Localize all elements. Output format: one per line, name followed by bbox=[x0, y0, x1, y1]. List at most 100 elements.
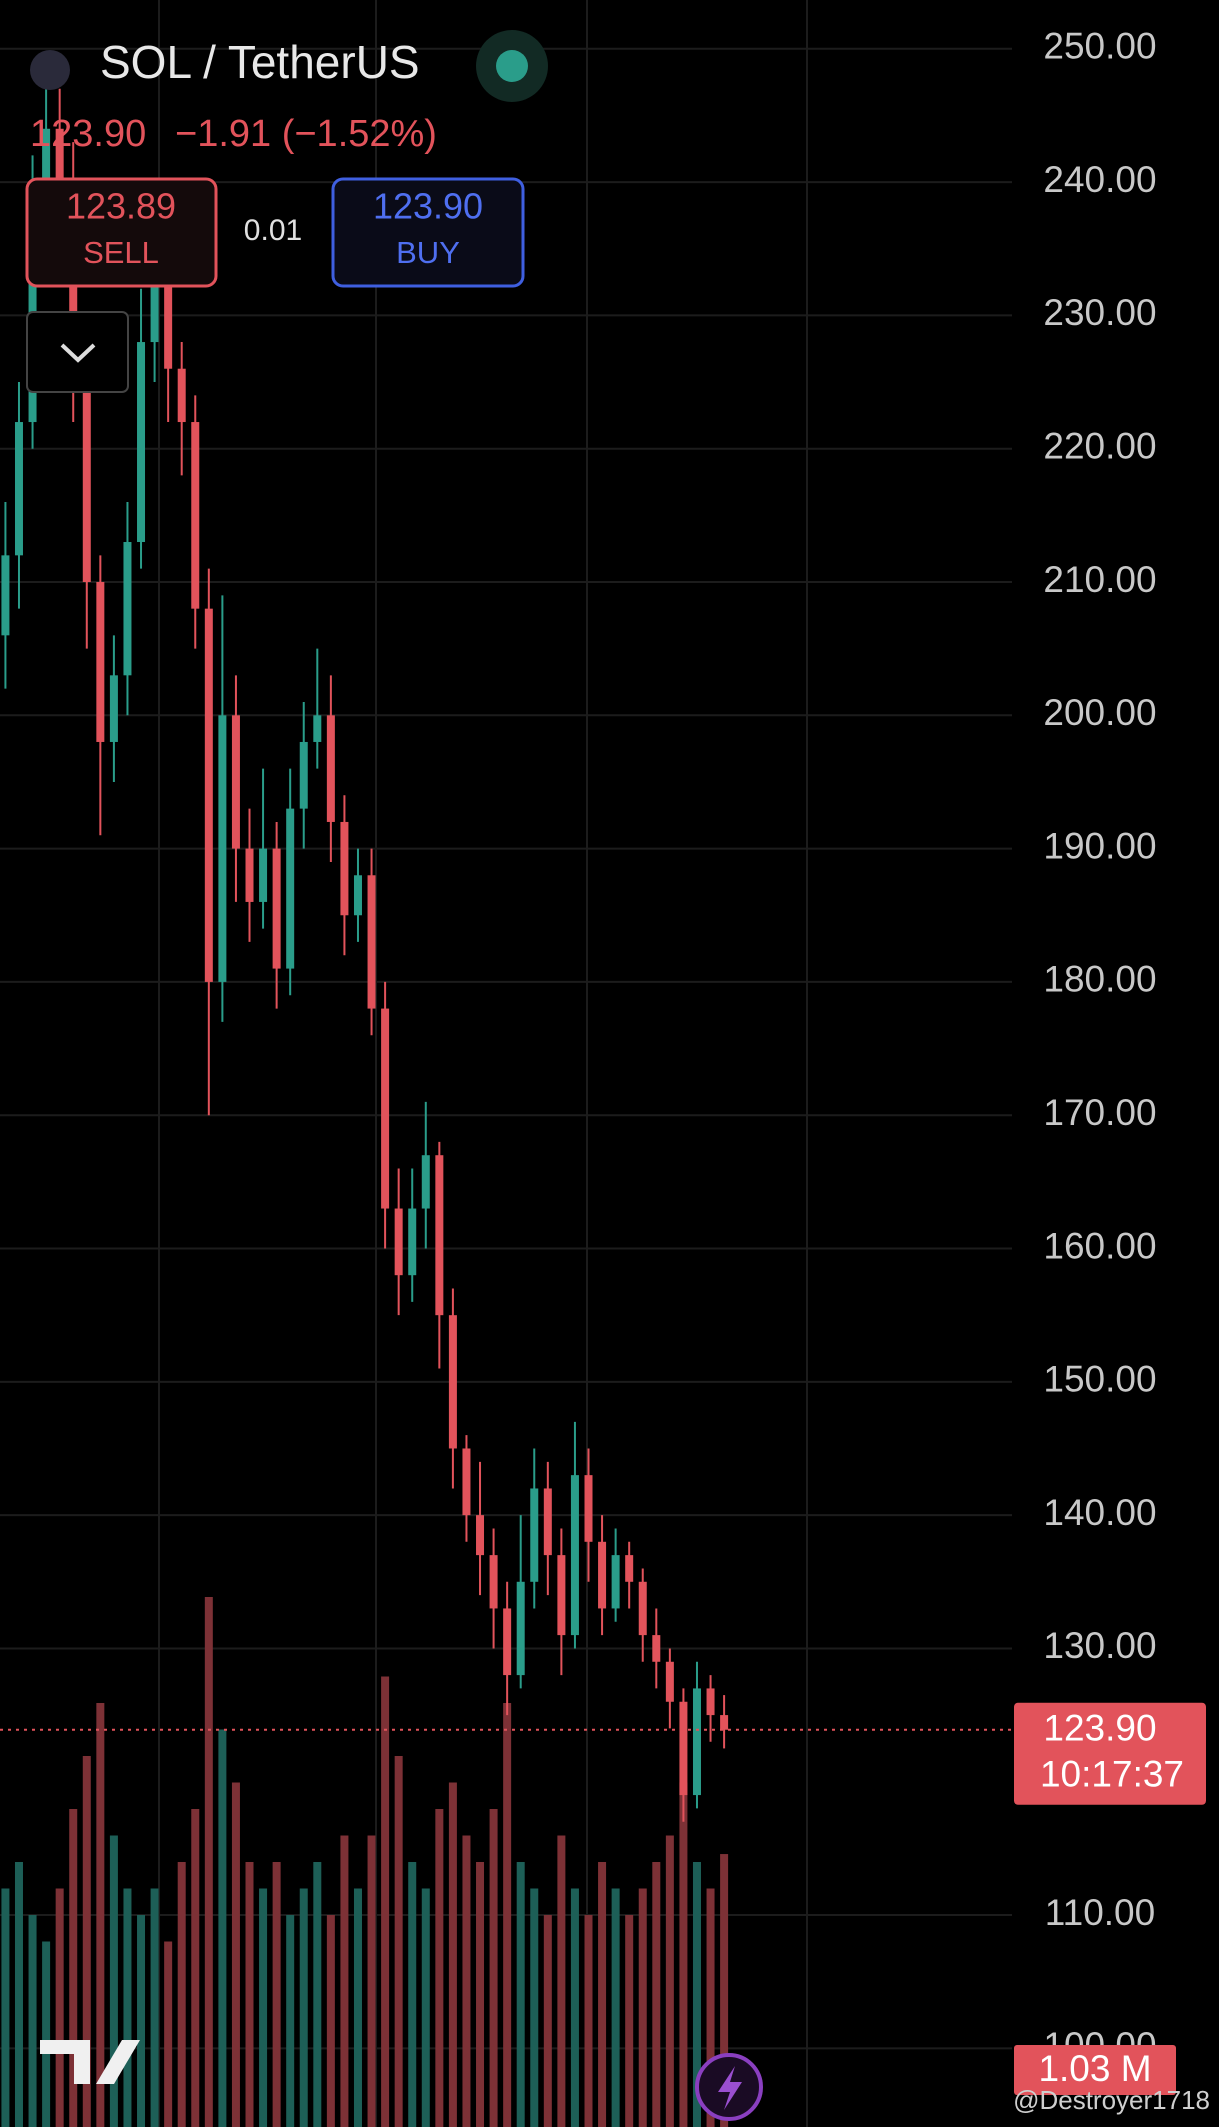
volume-bar bbox=[313, 1862, 322, 2127]
header-price: 123.90 bbox=[30, 113, 146, 155]
volume-bar bbox=[150, 1888, 159, 2127]
candle-body bbox=[503, 1608, 512, 1676]
sell-button[interactable] bbox=[25, 177, 218, 288]
volume-bar bbox=[611, 1888, 620, 2127]
candle-body bbox=[96, 582, 105, 742]
candle-body bbox=[435, 1155, 444, 1316]
volume-bar bbox=[272, 1862, 281, 2127]
volume-bar bbox=[299, 1888, 308, 2127]
volume-bar bbox=[218, 1729, 227, 2127]
candle-body bbox=[692, 1688, 701, 1796]
buy-button[interactable] bbox=[331, 177, 525, 288]
market-status-dot bbox=[496, 50, 528, 82]
volume-bar bbox=[55, 1888, 64, 2127]
candle-body bbox=[204, 608, 213, 982]
buy-label[interactable]: BUY bbox=[396, 235, 460, 270]
candle-body bbox=[720, 1715, 729, 1730]
candle-body bbox=[272, 848, 281, 969]
volume-bar bbox=[543, 1915, 552, 2127]
candle-body bbox=[299, 741, 308, 809]
y-tick-label: 180.00 bbox=[1043, 959, 1156, 1000]
last-price-label: 123.90 bbox=[1043, 1708, 1156, 1749]
sell-price[interactable]: 123.89 bbox=[66, 186, 176, 227]
volume-bar bbox=[421, 1888, 430, 2127]
countdown: 10:17:37 bbox=[1040, 1754, 1184, 1795]
candle-body bbox=[665, 1661, 674, 1702]
volume-bar bbox=[625, 1915, 634, 2127]
candle-body bbox=[313, 715, 322, 742]
volume-label-box bbox=[1014, 2045, 1176, 2095]
volume-bar bbox=[706, 1888, 715, 2127]
volume-bar bbox=[652, 1862, 661, 2127]
candle-body bbox=[340, 821, 349, 916]
volume-bar bbox=[353, 1888, 362, 2127]
candle-body bbox=[530, 1488, 539, 1582]
candle-body bbox=[82, 368, 91, 583]
collapse-button[interactable] bbox=[26, 311, 129, 393]
candle-body bbox=[611, 1555, 620, 1609]
volume-bar bbox=[191, 1809, 200, 2127]
volume-bar bbox=[489, 1809, 498, 2127]
volume-bar bbox=[259, 1888, 268, 2127]
volume-bar bbox=[231, 1782, 240, 2127]
volume-bar bbox=[381, 1676, 390, 2127]
volume-bar bbox=[584, 1915, 593, 2127]
candle-body bbox=[570, 1475, 579, 1636]
volume-bar bbox=[570, 1888, 579, 2127]
volume-bar bbox=[462, 1835, 471, 2127]
symbol-name[interactable]: SOL / TetherUS bbox=[100, 36, 420, 88]
price-axis: 250.00 240.00 230.00 220.00 210.00 200.00 190.… bbox=[1014, 26, 1206, 2095]
y-tick-label: 220.00 bbox=[1043, 425, 1156, 466]
y-tick-label: 200.00 bbox=[1043, 692, 1156, 733]
lightning-icon bbox=[718, 2066, 742, 2110]
candle-body bbox=[14, 422, 23, 556]
volume-bar bbox=[530, 1888, 539, 2127]
volume-bar bbox=[28, 1915, 37, 2127]
volume-bar bbox=[435, 1809, 444, 2127]
candle-body bbox=[516, 1581, 525, 1676]
sell-label[interactable]: SELL bbox=[83, 235, 159, 270]
volume-bar bbox=[137, 1915, 146, 2127]
candle-body bbox=[1, 555, 10, 636]
candle-body bbox=[231, 715, 240, 849]
volume-pane bbox=[1, 1597, 729, 2127]
y-tick-label: 250.00 bbox=[1043, 26, 1156, 67]
volume-bar bbox=[448, 1782, 457, 2127]
candle-body bbox=[109, 675, 118, 742]
candle-body bbox=[150, 275, 159, 343]
candle-body bbox=[625, 1555, 634, 1582]
y-tick-label: 110.00 bbox=[1045, 1892, 1155, 1933]
candle-body bbox=[421, 1155, 430, 1209]
y-tick-label: 140.00 bbox=[1043, 1492, 1156, 1533]
volume-bar bbox=[96, 1703, 105, 2127]
candle-body bbox=[408, 1208, 417, 1276]
y-tick-label: 190.00 bbox=[1043, 825, 1156, 866]
candle-body bbox=[462, 1448, 471, 1516]
y-tick-label: 240.00 bbox=[1043, 159, 1156, 200]
last-price-box bbox=[1014, 1702, 1206, 1805]
candle-body bbox=[191, 422, 200, 609]
candle-body bbox=[598, 1541, 607, 1609]
candle-body bbox=[381, 1008, 390, 1209]
buy-price[interactable]: 123.90 bbox=[373, 186, 483, 227]
candle-body bbox=[137, 342, 146, 543]
y-tick-label: 210.00 bbox=[1043, 559, 1156, 600]
y-tick-label: 230.00 bbox=[1043, 292, 1156, 333]
volume-bar bbox=[245, 1862, 254, 2127]
symbol-icon[interactable] bbox=[30, 50, 70, 90]
volume-bar bbox=[638, 1888, 647, 2127]
candle-body bbox=[448, 1315, 457, 1449]
volume-bar bbox=[340, 1835, 349, 2127]
candle-body bbox=[42, 128, 51, 209]
volume-bar bbox=[665, 1835, 674, 2127]
volume-bar bbox=[82, 1756, 91, 2127]
candle-body bbox=[326, 715, 335, 822]
candle-body bbox=[218, 715, 227, 982]
volume-bar bbox=[598, 1862, 607, 2127]
tv-logo[interactable] bbox=[40, 2040, 140, 2084]
volume-bar bbox=[42, 1941, 51, 2127]
candle-body bbox=[245, 848, 254, 902]
candle-body bbox=[367, 875, 376, 1009]
